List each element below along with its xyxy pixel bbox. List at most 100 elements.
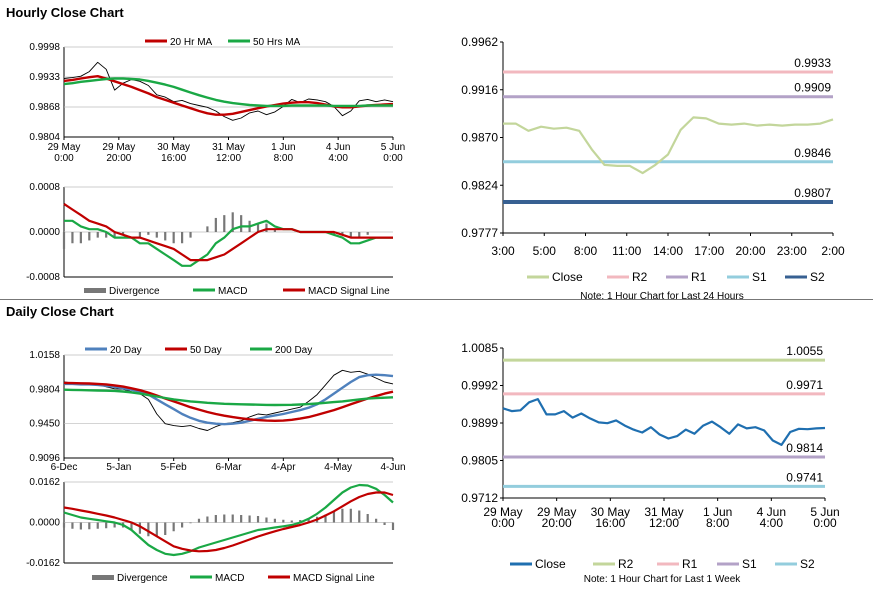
- y-tick-label: 1.0085: [461, 341, 498, 355]
- x-tick-label: 0:00: [491, 516, 515, 530]
- y-tick-label: -0.0162: [26, 558, 60, 569]
- x-tick-label: 14:00: [653, 244, 683, 258]
- x-tick-label: 2:00: [821, 244, 845, 258]
- legend-label: R1: [682, 557, 698, 571]
- section-divider: [0, 299, 873, 300]
- x-tick-label: 5 Jun: [381, 142, 405, 153]
- macd-signal-line: [63, 491, 394, 553]
- hourly-section-title: Hourly Close Chart: [6, 5, 124, 20]
- macd-line: [64, 219, 393, 267]
- level-value-label: 0.9807: [794, 186, 831, 200]
- legend-label: Close: [535, 557, 566, 571]
- y-tick-label: 0.9916: [461, 83, 498, 97]
- y-tick-label: 0.9868: [29, 102, 60, 113]
- legend-label: R1: [691, 270, 707, 284]
- legend-label: S2: [810, 270, 825, 284]
- legend-label: MACD Signal Line: [293, 573, 375, 584]
- x-tick-label: 4 Jun: [757, 505, 786, 519]
- y-tick-label: 0.9962: [461, 35, 498, 49]
- x-tick-label: 29 May: [483, 505, 522, 519]
- x-tick-label: 31 May: [212, 142, 245, 153]
- x-tick-label: 23:00: [777, 244, 807, 258]
- y-tick-label: 0.9804: [29, 384, 60, 395]
- x-tick-label: 4:00: [760, 516, 784, 530]
- legend-label: MACD: [215, 573, 244, 584]
- legend-label: R2: [632, 270, 648, 284]
- y-tick-label: 0.9712: [461, 491, 498, 505]
- x-tick-label: 29 May: [102, 142, 135, 153]
- legend-label: Close: [552, 270, 583, 284]
- legend-label: S2: [800, 557, 815, 571]
- x-tick-label: 5:00: [533, 244, 557, 258]
- x-tick-label: 29 May: [537, 505, 576, 519]
- legend-label: Divergence: [109, 286, 160, 297]
- y-tick-label: 0.9933: [29, 72, 60, 83]
- x-tick-label: 16:00: [161, 153, 186, 164]
- x-tick-label: 3:00: [491, 244, 515, 258]
- y-tick-label: 0.9805: [461, 454, 498, 468]
- x-tick-label: 20:00: [106, 153, 131, 164]
- y-tick-label: 0.9824: [461, 178, 498, 192]
- level-value-label: 0.9741: [786, 470, 823, 484]
- x-tick-label: 12:00: [649, 516, 679, 530]
- macd-line: [63, 483, 394, 557]
- x-tick-label: 1 Jun: [271, 142, 295, 153]
- x-tick-label: 20:00: [735, 244, 765, 258]
- daily-section-title: Daily Close Chart: [6, 304, 114, 319]
- x-tick-label: 5-Feb: [161, 462, 188, 473]
- x-tick-label: 6-Mar: [215, 462, 242, 473]
- close-series-line: [503, 116, 834, 175]
- x-tick-label: 0:00: [54, 153, 74, 164]
- legend-label: Divergence: [117, 573, 168, 584]
- legend-label: 50 Hrs MA: [253, 37, 301, 48]
- x-tick-label: 12:00: [216, 153, 241, 164]
- y-tick-label: 0.0162: [29, 477, 60, 488]
- x-tick-label: 8:00: [574, 244, 598, 258]
- y-tick-label: 0.9804: [29, 132, 60, 143]
- legend-label: 50 Day: [190, 345, 222, 356]
- legend-label: S1: [742, 557, 757, 571]
- legend-label: MACD Signal Line: [308, 286, 390, 297]
- legend-swatch: [92, 575, 114, 580]
- x-tick-label: 30 May: [157, 142, 190, 153]
- d20-series-line: [64, 373, 394, 426]
- legend-label: 20 Day: [110, 345, 142, 356]
- d200-series-line: [63, 388, 394, 407]
- y-tick-label: 0.0000: [29, 227, 60, 238]
- legend-label: 200 Day: [275, 345, 312, 356]
- ma50-series-line: [63, 77, 393, 108]
- x-tick-label: 4-Jun: [380, 462, 405, 473]
- level-value-label: 0.9814: [786, 441, 823, 455]
- x-tick-label: 30 May: [591, 505, 630, 519]
- x-tick-label: 4-Apr: [271, 462, 296, 473]
- chart-note: Note: 1 Hour Chart for Last 24 Hours: [580, 291, 743, 302]
- x-tick-label: 0:00: [383, 153, 403, 164]
- legend-swatch: [84, 288, 106, 293]
- x-tick-label: 8:00: [706, 516, 730, 530]
- x-tick-label: 11:00: [612, 244, 641, 258]
- level-value-label: 0.9846: [794, 146, 831, 160]
- y-tick-label: 0.9992: [461, 379, 498, 393]
- legend-label: S1: [752, 270, 767, 284]
- level-value-label: 0.9933: [794, 56, 831, 70]
- y-tick-label: 0.9777: [461, 226, 498, 240]
- x-tick-label: 17:00: [694, 244, 724, 258]
- level-value-label: 0.9909: [794, 81, 831, 95]
- x-tick-label: 29 May: [48, 142, 81, 153]
- d50-series-line: [63, 381, 394, 422]
- level-value-label: 0.9971: [786, 378, 823, 392]
- x-tick-label: 4:00: [328, 153, 348, 164]
- y-tick-label: 0.9096: [29, 453, 60, 464]
- y-tick-label: -0.0008: [26, 272, 60, 283]
- legend-label: MACD: [218, 286, 247, 297]
- y-tick-label: 0.9899: [461, 416, 498, 430]
- x-tick-label: 20:00: [542, 516, 572, 530]
- x-tick-label: 5 Jun: [810, 505, 839, 519]
- x-tick-label: 6-Dec: [51, 462, 78, 473]
- y-tick-label: 1.0158: [29, 350, 60, 361]
